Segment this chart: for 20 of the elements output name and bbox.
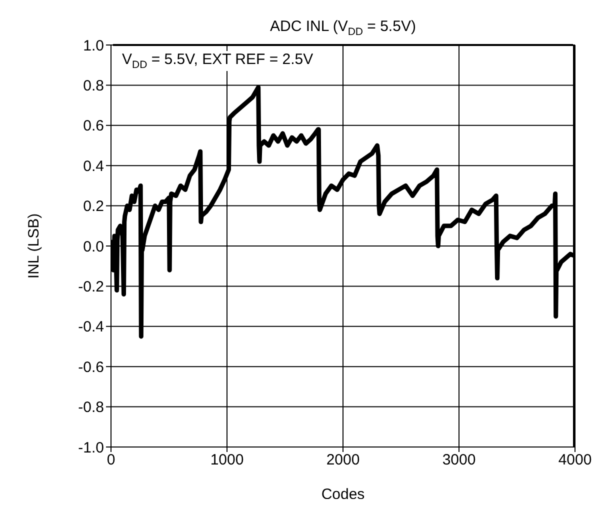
x-tick-label: 2000 xyxy=(326,452,360,469)
y-tick-label: 0.0 xyxy=(83,238,104,256)
y-tick-label: -0.2 xyxy=(78,278,104,296)
y-tick-label: 0.2 xyxy=(83,198,104,216)
y-tick-label: -0.6 xyxy=(78,358,104,376)
x-tick-label: 3000 xyxy=(442,452,476,469)
x-tick-label: 4000 xyxy=(558,452,592,469)
y-tick-label: -1.0 xyxy=(78,439,104,456)
y-tick-label: -0.4 xyxy=(78,318,104,336)
chart-title: ADC INL (V$_{DD}$ = 5.5V) xyxy=(270,18,416,38)
y-tick-label: 0.6 xyxy=(83,118,104,135)
y-tick-label: 0.4 xyxy=(83,158,104,175)
x-tick-label: 0 xyxy=(106,452,116,469)
y-tick-label: 1.0 xyxy=(83,37,104,54)
y-tick-label: 0.8 xyxy=(83,78,104,95)
annotation: V$_{DD}$ = 5.5V, EXT REF = 2.5V xyxy=(122,51,314,71)
y-tick-label: -0.8 xyxy=(78,399,104,416)
x-tick-label: 1000 xyxy=(210,452,244,469)
y-axis-title: INL (LSB) xyxy=(25,213,42,279)
x-axis-title: Codes xyxy=(321,486,365,503)
